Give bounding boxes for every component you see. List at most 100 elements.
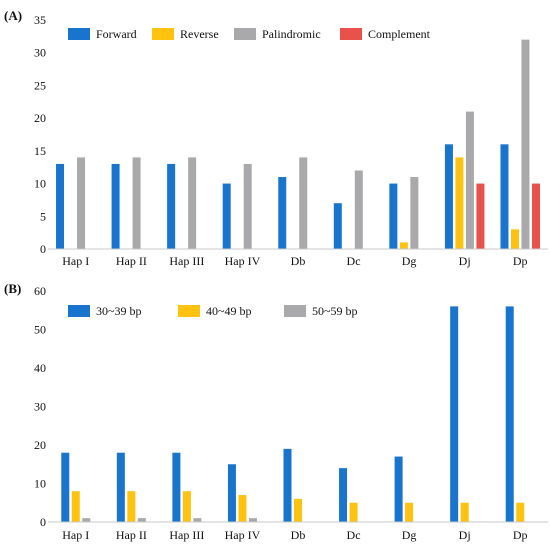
panel-a-bar-4-2 [299,157,308,249]
panel-a-bar-5-0 [333,203,342,249]
panel-a-y-tick-15: 15 [34,144,46,158]
panel-b-bar-2-1 [182,491,191,522]
panel-b-bar-3-1 [238,495,247,522]
panel-b-category-label-2: Hap III [169,528,204,542]
panel-a-bar-8-0 [500,144,509,249]
panel-a-category-label-3: Hap IV [225,254,261,268]
panel-a-y-tick-5: 5 [40,209,46,223]
panel-b-legend-swatch-0 [68,305,90,317]
panel-a-bar-1-2 [132,157,141,249]
panel-a-bar-6-2 [410,177,419,249]
panel-a-legend-label-2: Palindromic [262,27,321,41]
panel-b-legend-label-1: 40~49 bp [206,304,252,318]
panel-a-bar-8-2 [521,39,530,249]
panel-b-category-label-4: Db [291,528,306,542]
panel-b-bar-1-1 [127,491,136,522]
panel-b-bar-7-1 [460,502,469,522]
panel-a-legend-swatch-0 [68,28,90,40]
panel-b-bar-3-0 [227,464,236,522]
panel-b-category-label-5: Dc [347,528,361,542]
panel-b-bars [61,306,525,522]
panel-b-category-label-7: Dj [459,528,471,542]
panel-b-legend-label-0: 30~39 bp [96,304,142,318]
panel-a-bars [56,39,540,249]
panel-a-bar-7-2 [465,111,474,249]
panel-a-y-tick-30: 30 [34,46,46,60]
panel-b-bar-8-0 [505,306,514,522]
panel-a-bar-8-1 [510,229,519,249]
panel-a-bar-3-2 [243,163,252,249]
panel-b-legend: 30~39 bp 40~49 bp 50~59 bp [68,304,358,318]
panel-b-category-label-1: Hap II [116,528,147,542]
panel-b-legend-swatch-2 [284,305,306,317]
panel-b-category-label-8: Dp [513,528,528,542]
panel-b-legend-swatch-1 [178,305,200,317]
panel-b-y-tick-50: 50 [34,323,46,337]
panel-a-bar-7-0 [444,144,453,249]
panel-b-label: (B) [4,281,21,296]
panel-b-bar-1-2 [137,518,146,522]
panel-a-category-label-6: Dg [402,254,417,268]
panel-a-legend-swatch-1 [152,28,174,40]
panel-a-bar-3-0 [222,183,231,249]
panel-b-y-tick-60: 60 [34,284,46,298]
panel-a-legend: Forward Reverse Palindromic Complement [68,27,431,41]
panel-b-bar-4-1 [294,498,302,522]
panel-b-bar-0-0 [61,452,70,522]
panel-a-bar-4-0 [278,177,287,249]
panel-a-bar-0-0 [56,163,65,249]
panel-a-category-label-7: Dj [459,254,471,268]
panel-a-legend-label-0: Forward [96,27,137,41]
panel-a-category-label-2: Hap III [169,254,204,268]
panel-a-bar-8-3 [531,183,540,249]
panel-b-bar-4-0 [283,448,292,522]
panel-a-bar-5-2 [354,170,363,249]
panel-b-y-tick-10: 10 [34,477,46,491]
panel-b-y-tick-40: 40 [34,361,46,375]
panel-b-category-labels: Hap I Hap II Hap III Hap IV Db Dc Dg Dj Dp [62,528,527,542]
panel-a-y-tick-10: 10 [34,177,46,191]
panel-b-bar-0-2 [82,518,91,522]
panel-a-legend-swatch-2 [234,28,256,40]
panel-b-y-tick-30: 30 [34,400,46,414]
panel-a-bar-0-2 [77,157,86,249]
panel-b-category-label-0: Hap I [62,528,89,542]
panel-b-category-label-3: Hap IV [225,528,261,542]
panel-b-y-tick-20: 20 [34,438,46,452]
panel-a-bar-7-3 [476,183,485,249]
panel-a-category-labels: Hap I Hap II Hap III Hap IV Db Dc Dg Dj Dp [62,254,527,268]
panel-b-bar-3-2 [248,518,257,522]
panel-a-bar-6-0 [389,183,398,249]
panel-a-y-tick-20: 20 [34,111,46,125]
panel-a-y-ticks: 0 5 10 15 20 25 30 35 [34,13,46,256]
panel-b-legend-label-2: 50~59 bp [312,304,358,318]
panel-a-category-label-5: Dc [347,254,361,268]
panel-a-category-label-4: Db [291,254,306,268]
panel-b-y-ticks: 0 10 20 30 40 50 60 [34,284,46,529]
panel-b-bar-6-0 [394,456,403,522]
panel-a-category-label-0: Hap I [62,254,89,268]
panel-a-bar-7-1 [455,157,464,249]
panel-a-bar-1-0 [111,163,120,249]
panel-a-category-label-8: Dp [513,254,528,268]
panel-b-bar-5-0 [339,468,348,522]
panel-a-y-tick-25: 25 [34,78,46,92]
panel-a-legend-label-1: Reverse [180,27,219,41]
panel-b-y-tick-0: 0 [40,515,46,529]
panel-a-bar-2-2 [188,157,197,249]
panel-b-bar-2-0 [172,452,181,522]
panel-a-y-tick-0: 0 [40,242,46,256]
panel-b-bar-5-1 [349,502,358,522]
panel-b-bar-1-0 [116,452,125,522]
panel-b: (B) 0 10 20 30 40 50 60 Hap I Hap II Hap III Hap … [4,281,548,542]
panel-b-bar-0-1 [71,491,80,522]
panel-b-bar-2-2 [193,518,202,522]
panel-b-bar-7-0 [450,306,459,522]
panel-b-bar-8-1 [516,502,525,522]
panel-a-bar-6-1 [399,242,408,249]
panel-a-legend-label-3: Complement [368,27,431,41]
panel-a-bar-2-0 [167,163,176,249]
panel-a-y-tick-35: 35 [34,13,46,27]
